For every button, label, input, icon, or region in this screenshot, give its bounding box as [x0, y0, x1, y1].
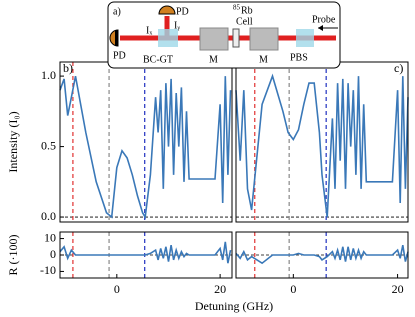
bc-gt	[158, 29, 178, 47]
data-line	[59, 241, 232, 264]
panel-label: b)	[63, 61, 73, 75]
label: Probe	[312, 14, 336, 25]
x-tick-label: 0	[290, 282, 296, 296]
y-tick-label: 0.5	[41, 138, 56, 152]
mirror	[249, 27, 279, 51]
panel-label: a)	[113, 6, 121, 17]
label: Rb	[241, 5, 253, 16]
mirror	[199, 27, 229, 51]
photodiode	[115, 30, 118, 46]
plot-frame	[235, 231, 409, 279]
y-tick-label: 0.0	[41, 209, 56, 223]
y-tick-label: -10	[40, 263, 56, 277]
y-tick-label: 10	[44, 230, 56, 244]
pbs	[296, 29, 314, 47]
label: Cell	[236, 16, 253, 27]
label: M	[209, 54, 218, 65]
cell	[232, 28, 240, 48]
x-tick-label: 20	[214, 282, 226, 296]
photodiode	[158, 5, 176, 15]
plot-frame	[59, 61, 233, 223]
y-axis-label: R (·100)	[6, 235, 20, 276]
data-line	[59, 75, 232, 220]
x-axis-label: Detuning (GHz)	[195, 299, 273, 313]
x-tick-label: 20	[392, 282, 404, 296]
charts: 0.0 0.5 1.0 b) 10 0 -10 0 20 c) 0 20	[40, 61, 409, 296]
label: BC-GT	[143, 54, 173, 65]
y-tick-label: 0	[50, 247, 56, 261]
label: M	[259, 54, 268, 65]
data-line	[235, 73, 409, 218]
panel-label: c)	[394, 61, 403, 75]
data-line	[235, 244, 409, 265]
setup-diagram: a) PD PD Iₓ Iᵧ 85 Rb Cell BC-GT M M PBS …	[107, 1, 341, 69]
arrow-head	[318, 25, 323, 31]
label: PBS	[290, 52, 308, 63]
label: PD	[176, 6, 189, 17]
label: Iᵧ	[174, 20, 180, 31]
x-tick-label: 0	[114, 282, 120, 296]
label: Iₓ	[146, 25, 152, 36]
plot-frame	[235, 61, 409, 223]
label: 85	[233, 4, 241, 12]
y-tick-label: 1.0	[41, 68, 56, 82]
label: PD	[113, 50, 126, 61]
y-axis-label: Intensity (I₀)	[6, 111, 20, 172]
